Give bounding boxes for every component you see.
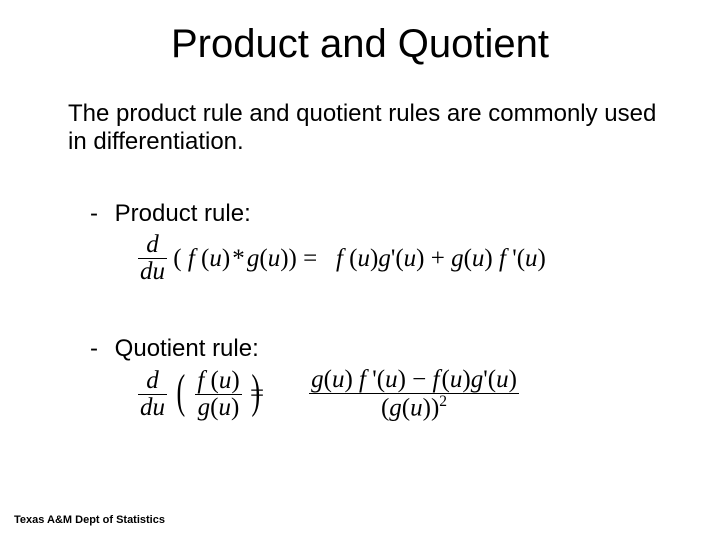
- bullet-quotient-label: Quotient rule:: [115, 335, 259, 362]
- bullet-product: - Product rule:: [90, 200, 251, 228]
- footer-text: Texas A&M Dept of Statistics: [14, 514, 165, 526]
- quotient-lhs-frac: f (u) g(u): [195, 368, 241, 422]
- quotient-rhs-num: g(u) f '(u) − f (u)g'(u): [309, 367, 519, 394]
- quotient-rhs-den: (g(u))2: [309, 394, 519, 422]
- bullet-dash-icon: -: [90, 200, 108, 228]
- quotient-rhs: g(u) f '(u) − f (u)g'(u) (g(u))2: [290, 379, 519, 406]
- intro-text: The product rule and quotient rules are …: [68, 100, 658, 157]
- bullet-product-label: Product rule:: [115, 200, 251, 227]
- product-rhs: f (u)g'(u) + g(u) f '(u): [323, 245, 545, 272]
- deriv-den: du: [138, 259, 167, 285]
- product-lhs: ( f (u) * g(u)) =: [173, 245, 323, 272]
- deriv-operator-2: d du: [138, 368, 167, 422]
- deriv-num-2: d: [138, 368, 167, 395]
- bullet-dash-icon: -: [90, 335, 108, 363]
- deriv-den-2: du: [138, 395, 167, 421]
- quotient-lhs-num: f (u): [195, 368, 241, 395]
- quotient-rhs-frac: g(u) f '(u) − f (u)g'(u) (g(u))2: [309, 367, 519, 422]
- slide: Product and Quotient The product rule an…: [0, 0, 720, 540]
- equals-sign: =: [250, 380, 264, 407]
- quotient-lhs-den: g(u): [195, 395, 241, 421]
- quotient-rule-formula: d du ( f (u) g(u) ) = g(u) f '(u) − f (u…: [138, 367, 519, 427]
- deriv-operator: d du: [138, 232, 167, 286]
- page-title: Product and Quotient: [0, 22, 720, 67]
- product-rule-formula: d du ( f (u) * g(u)) = f (u)g'(u) + g(u)…: [138, 232, 546, 292]
- bullet-quotient: - Quotient rule:: [90, 335, 259, 363]
- deriv-num: d: [138, 232, 167, 259]
